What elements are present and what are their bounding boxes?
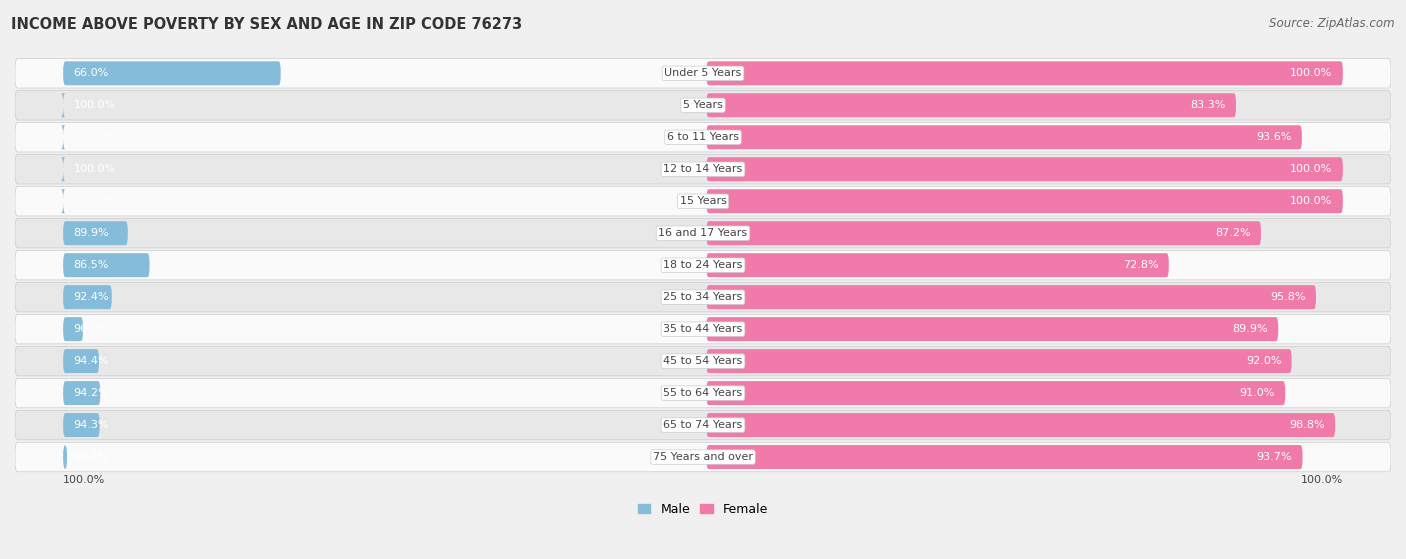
FancyBboxPatch shape	[15, 410, 1391, 440]
FancyBboxPatch shape	[706, 157, 1343, 181]
Text: 94.3%: 94.3%	[73, 420, 110, 430]
Text: INCOME ABOVE POVERTY BY SEX AND AGE IN ZIP CODE 76273: INCOME ABOVE POVERTY BY SEX AND AGE IN Z…	[11, 17, 523, 32]
FancyBboxPatch shape	[60, 190, 65, 213]
FancyBboxPatch shape	[706, 317, 1278, 341]
Text: 100.0%: 100.0%	[73, 100, 115, 110]
Text: 15 Years: 15 Years	[679, 196, 727, 206]
FancyBboxPatch shape	[706, 445, 1302, 469]
Text: 87.2%: 87.2%	[1215, 228, 1250, 238]
FancyBboxPatch shape	[63, 413, 100, 437]
FancyBboxPatch shape	[63, 317, 83, 341]
Text: 12 to 14 Years: 12 to 14 Years	[664, 164, 742, 174]
Text: 98.8%: 98.8%	[1289, 420, 1324, 430]
FancyBboxPatch shape	[706, 221, 1261, 245]
Text: 18 to 24 Years: 18 to 24 Years	[664, 260, 742, 270]
FancyBboxPatch shape	[63, 221, 128, 245]
FancyBboxPatch shape	[63, 381, 100, 405]
Text: 66.0%: 66.0%	[73, 68, 108, 78]
Text: 93.6%: 93.6%	[1256, 132, 1292, 143]
Text: 100.0%: 100.0%	[1291, 164, 1333, 174]
FancyBboxPatch shape	[706, 61, 1343, 86]
Text: 83.3%: 83.3%	[1191, 100, 1226, 110]
FancyBboxPatch shape	[63, 253, 149, 277]
Text: Under 5 Years: Under 5 Years	[665, 68, 741, 78]
Text: Source: ZipAtlas.com: Source: ZipAtlas.com	[1270, 17, 1395, 30]
FancyBboxPatch shape	[15, 154, 1391, 184]
FancyBboxPatch shape	[706, 93, 1236, 117]
Text: 6 to 11 Years: 6 to 11 Years	[666, 132, 740, 143]
FancyBboxPatch shape	[15, 187, 1391, 216]
Text: 72.8%: 72.8%	[1123, 260, 1159, 270]
Text: 94.4%: 94.4%	[73, 356, 110, 366]
Text: 25 to 34 Years: 25 to 34 Years	[664, 292, 742, 302]
FancyBboxPatch shape	[15, 91, 1391, 120]
FancyBboxPatch shape	[15, 122, 1391, 152]
FancyBboxPatch shape	[63, 61, 281, 86]
Text: 45 to 54 Years: 45 to 54 Years	[664, 356, 742, 366]
FancyBboxPatch shape	[706, 190, 1343, 213]
FancyBboxPatch shape	[63, 349, 98, 373]
Text: 5 Years: 5 Years	[683, 100, 723, 110]
Text: 94.2%: 94.2%	[73, 388, 110, 398]
Text: 100.0%: 100.0%	[73, 164, 115, 174]
Text: 93.7%: 93.7%	[1257, 452, 1292, 462]
Text: 100.0%: 100.0%	[1291, 196, 1333, 206]
Text: 91.0%: 91.0%	[1240, 388, 1275, 398]
Text: 100.0%: 100.0%	[73, 196, 115, 206]
Text: 86.5%: 86.5%	[73, 260, 108, 270]
FancyBboxPatch shape	[60, 93, 65, 117]
FancyBboxPatch shape	[15, 282, 1391, 312]
FancyBboxPatch shape	[706, 381, 1285, 405]
Text: 89.9%: 89.9%	[1232, 324, 1268, 334]
Text: 96.9%: 96.9%	[73, 324, 110, 334]
Text: 100.0%: 100.0%	[1301, 475, 1343, 485]
Text: 100.0%: 100.0%	[73, 132, 115, 143]
Text: 35 to 44 Years: 35 to 44 Years	[664, 324, 742, 334]
Text: 55 to 64 Years: 55 to 64 Years	[664, 388, 742, 398]
FancyBboxPatch shape	[63, 445, 67, 469]
FancyBboxPatch shape	[63, 285, 112, 309]
FancyBboxPatch shape	[15, 442, 1391, 472]
Legend: Male, Female: Male, Female	[633, 498, 773, 520]
Text: 100.0%: 100.0%	[63, 475, 105, 485]
FancyBboxPatch shape	[60, 157, 65, 181]
FancyBboxPatch shape	[706, 253, 1168, 277]
FancyBboxPatch shape	[15, 378, 1391, 408]
Text: 99.4%: 99.4%	[73, 452, 110, 462]
FancyBboxPatch shape	[15, 59, 1391, 88]
Text: 89.9%: 89.9%	[73, 228, 110, 238]
Text: 16 and 17 Years: 16 and 17 Years	[658, 228, 748, 238]
FancyBboxPatch shape	[706, 349, 1292, 373]
FancyBboxPatch shape	[706, 125, 1302, 149]
FancyBboxPatch shape	[15, 347, 1391, 376]
Text: 65 to 74 Years: 65 to 74 Years	[664, 420, 742, 430]
Text: 75 Years and over: 75 Years and over	[652, 452, 754, 462]
FancyBboxPatch shape	[60, 125, 65, 149]
Text: 92.0%: 92.0%	[1246, 356, 1281, 366]
FancyBboxPatch shape	[15, 250, 1391, 280]
FancyBboxPatch shape	[706, 285, 1316, 309]
FancyBboxPatch shape	[15, 219, 1391, 248]
FancyBboxPatch shape	[706, 413, 1336, 437]
Text: 92.4%: 92.4%	[73, 292, 110, 302]
FancyBboxPatch shape	[15, 314, 1391, 344]
Text: 95.8%: 95.8%	[1270, 292, 1306, 302]
Text: 100.0%: 100.0%	[1291, 68, 1333, 78]
